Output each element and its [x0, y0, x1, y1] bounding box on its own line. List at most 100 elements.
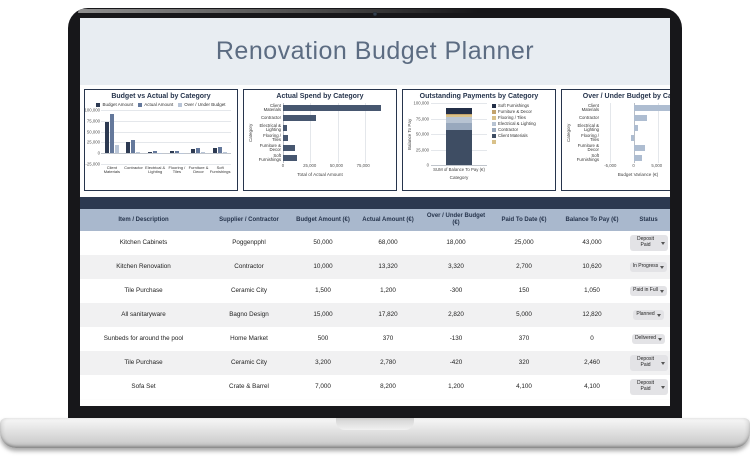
- column-header-supplier-contractor: Supplier / Contractor: [219, 216, 279, 223]
- chart-plot: [431, 103, 487, 166]
- legend-swatch-icon: [492, 104, 496, 108]
- table-row: Sofa Set Crate & Barrel 7,000 8,200 1,200 4,1…: [80, 375, 670, 399]
- x-tick-label: 0: [632, 163, 635, 168]
- cell-budget: 7,000: [315, 382, 331, 390]
- legend-label: Actual Amount: [144, 102, 174, 107]
- cell-over_under: 3,320: [448, 262, 464, 270]
- status-dropdown[interactable]: Planned: [633, 310, 664, 320]
- cell-status: Deposit Paid: [627, 375, 670, 399]
- x-category-label: Flooring / Tiles: [168, 165, 186, 175]
- legend-swatch-icon: [96, 102, 101, 107]
- legend-item-actual-amount: Actual Amount: [138, 102, 173, 107]
- cell-budget: 1,500: [315, 286, 331, 294]
- cell-actual: 2,780: [380, 358, 396, 366]
- y-tick-label: 25,000: [86, 139, 100, 145]
- cell-actual: 68,000: [378, 238, 398, 246]
- status-dropdown[interactable]: Deposit Paid: [629, 355, 668, 371]
- status-dropdown[interactable]: Deposit Paid: [629, 379, 668, 395]
- bar-over-under-budget: [201, 152, 206, 154]
- bar-group-contractor: [126, 110, 141, 164]
- cell-status: Deposit Paid: [627, 231, 670, 255]
- gridline: [101, 164, 231, 165]
- x-axis-label: Total of Actual Amount: [297, 172, 343, 177]
- gridline: [610, 103, 612, 163]
- cell-actual: 13,320: [378, 262, 398, 270]
- hinge-notch: [336, 418, 414, 430]
- y-tick-label: -25,000: [85, 161, 100, 167]
- y-category-label: Electrical & Lighting: [259, 122, 282, 132]
- webcam-icon: [373, 12, 377, 16]
- cell-paid: 4,100: [516, 382, 532, 390]
- status-dropdown[interactable]: Delivered: [631, 334, 666, 344]
- status-label: Paid in Full: [633, 287, 658, 294]
- legend-label: Flooring / Tiles: [498, 115, 526, 120]
- gridline: [101, 153, 231, 155]
- x-axis-label: Budget Variance (€): [617, 172, 659, 177]
- status-dropdown[interactable]: Paid in Full: [630, 286, 667, 296]
- cell-status: Delivered: [627, 327, 670, 351]
- chart-x-labels: Client Materials Contractor Electrical & L…: [101, 165, 231, 175]
- column-header-item-description: Item / Description: [118, 216, 169, 223]
- dropdown-arrow-icon: [660, 361, 665, 365]
- x-category-label: Soft Furnishings: [209, 165, 231, 175]
- chart-over-under-budget: Over / Under Budget by Category Category…: [561, 89, 670, 191]
- status-label: Delivered: [634, 335, 657, 342]
- status-dropdown[interactable]: In Progress: [629, 262, 668, 272]
- status-label: Deposit Paid: [637, 356, 654, 368]
- cell-over_under: 1,200: [448, 382, 464, 390]
- table-row: Tile Purchase Ceramic City 1,500 1,200 -300 1…: [80, 279, 670, 303]
- cell-over_under: 2,820: [448, 310, 464, 318]
- bar-budget-amount: [126, 141, 131, 154]
- bar-group-flooring-tiles: [169, 110, 184, 164]
- legend-item-budget-amount: Budget Amount: [96, 102, 133, 107]
- bar-flooring-tiles: [630, 135, 635, 141]
- cell-paid: 2,700: [516, 262, 532, 270]
- legend-swatch-icon: [492, 140, 496, 144]
- column-header-actual-amount: Actual Amount (€): [362, 216, 414, 223]
- chart-body: Balance To Pay 0 25,000 50,000 75,000 100,00…: [407, 101, 551, 168]
- cell-balance: 1,050: [584, 286, 600, 294]
- cell-balance: 12,820: [582, 310, 602, 318]
- chart-legend: Budget Amount Actual Amount Over / Under B…: [89, 102, 233, 107]
- y-tick-label: 0: [426, 162, 429, 168]
- bar-flooring-tiles: [283, 135, 288, 141]
- bar-over-under-budget: [223, 152, 228, 154]
- cell-over_under: -130: [449, 334, 463, 342]
- bar-group-furniture-decor: [191, 110, 206, 164]
- column-header-budget-amount: Budget Amount (€): [296, 216, 350, 223]
- cell-item: All sanitaryware: [121, 310, 166, 318]
- cell-budget: 3,200: [315, 358, 331, 366]
- chart-title: Budget vs Actual by Category: [111, 93, 211, 100]
- stacked-bar: [446, 103, 472, 165]
- bar-budget-amount: [104, 122, 109, 154]
- chart-plot: [601, 103, 670, 163]
- x-tick-label: -5,000: [604, 163, 617, 168]
- cell-paid: 25,000: [514, 238, 534, 246]
- table-header: Item / Description Supplier / Contractor B…: [80, 209, 670, 231]
- bar-soft-furnishings: [283, 155, 298, 161]
- cell-status: In Progress: [627, 255, 670, 279]
- cell-over_under: -420: [449, 358, 463, 366]
- y-category-label: Soft Furnishings: [258, 152, 281, 162]
- y-tick-label: 25,000: [415, 147, 429, 152]
- bar-furniture-decor: [634, 145, 645, 151]
- cell-item: Sunbeds for around the pool: [103, 334, 184, 342]
- y-category-label: Electrical & Lighting: [577, 122, 600, 132]
- bar-actual-amount: [109, 114, 114, 154]
- cell-budget: 50,000: [313, 238, 333, 246]
- chart-plot: 100,000 75,000 50,000 25,000 0 -25,000: [85, 108, 231, 167]
- gridline: [101, 120, 231, 122]
- y-category-label: Client Materials: [581, 102, 599, 112]
- status-label: In Progress: [632, 263, 659, 270]
- dropdown-arrow-icon: [659, 289, 664, 293]
- cell-supplier: Ceramic City: [230, 286, 268, 294]
- chart-title: Outstanding Payments by Category: [419, 93, 539, 100]
- status-dropdown[interactable]: Deposit Paid: [629, 235, 668, 251]
- bar-group-client-materials: [104, 110, 119, 164]
- x-tick-label: 25,000: [303, 163, 317, 168]
- x-tick-label: 0: [281, 163, 285, 168]
- y-tick-label: 50,000: [415, 131, 429, 137]
- segment-flooring-tiles: [446, 115, 472, 118]
- legend-item-electrical-lighting: Electrical & Lighting: [492, 121, 551, 127]
